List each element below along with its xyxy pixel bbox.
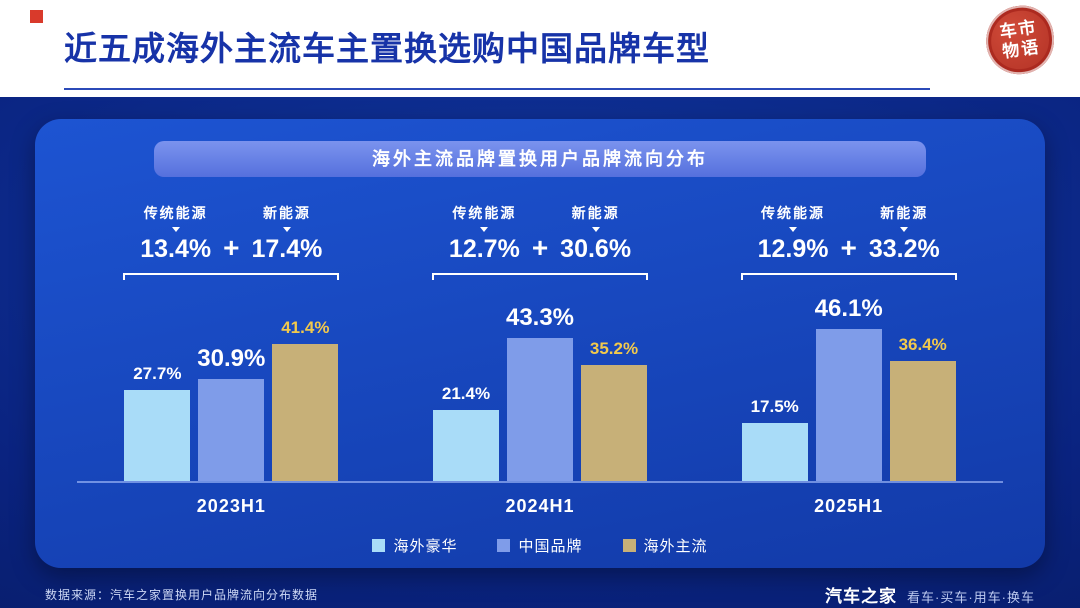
annotation-col: 传统能源 12.9% (758, 203, 829, 264)
brand-seal-icon: 车市 物语 (981, 1, 1059, 79)
legend-item: 海外豪华 (372, 535, 457, 556)
bar-value-label: 43.3% (505, 304, 575, 332)
annotation-label: 新能源 (880, 205, 929, 221)
bar-海外主流: 36.4% (889, 335, 956, 481)
bracket-line (123, 273, 340, 280)
triangle-down-icon (591, 227, 600, 232)
bracket-line (432, 273, 648, 280)
footer: 数据来源：汽车之家置换用户品牌流向分布数据 汽车之家 看车·买车·用车·换车 (45, 582, 1035, 607)
category-label: 2023H1 (196, 496, 266, 516)
annotation-col: 传统能源 13.4% (140, 203, 211, 264)
bar-group-2023H1: 传统能源 13.4% + 新能源 17.4% 27.7% 30.9% 41.4% 2023H1 (77, 203, 386, 516)
annotation-label: 传统能源 (143, 205, 208, 221)
legend-item: 海外主流 (622, 535, 708, 556)
chart-panel: 海外主流品牌置换用户品牌流向分布 传统能源 13.4% + 新能源 17.4% 27.7%… (35, 119, 1045, 568)
title-underline (64, 88, 930, 90)
annotation: 传统能源 13.4% + 新能源 17.4% (123, 203, 340, 280)
bars-row: 27.7% 30.9% 41.4% (124, 318, 339, 481)
triangle-down-icon (480, 227, 489, 232)
plus-sign: + (223, 232, 240, 263)
annotation-label: 传统能源 (452, 205, 517, 221)
plus-sign: + (531, 232, 549, 263)
chart-banner: 海外主流品牌置换用户品牌流向分布 (154, 141, 926, 177)
bar-海外豪华: 21.4% (433, 384, 499, 481)
main-background: 海外主流品牌置换用户品牌流向分布 传统能源 13.4% + 新能源 17.4% 27.7%… (0, 97, 1080, 608)
page-title: 近五成海外主流车主置换选购中国品牌车型 (64, 30, 710, 67)
bar-海外主流: 35.2% (581, 339, 647, 481)
triangle-down-icon (282, 227, 291, 232)
bars-row: 21.4% 43.3% 35.2% (433, 304, 647, 481)
bar-value-label: 17.5% (750, 397, 799, 417)
category-label: 2024H1 (505, 496, 575, 516)
legend-label: 海外主流 (643, 538, 708, 555)
bar-value-label: 27.7% (133, 363, 182, 383)
bar-group-2025H1: 传统能源 12.9% + 新能源 33.2% 17.5% 46.1% 36.4% 2025H1 (694, 203, 1003, 516)
bars-row: 17.5% 46.1% 36.4% (741, 295, 956, 481)
bar-value-label: 46.1% (814, 294, 883, 322)
bar-chart: 传统能源 13.4% + 新能源 17.4% 27.7% 30.9% 41.4% 2023H1 传… (77, 203, 1003, 516)
annotation-grid: 传统能源 12.9% + 新能源 33.2% (741, 203, 957, 264)
corner-accent-icon (30, 10, 43, 23)
plus-sign: + (840, 232, 857, 263)
brand-footer: 汽车之家 看车·买车·用车·换车 (825, 582, 1035, 607)
annotation-value: 17.4% (251, 235, 323, 263)
brand-name: 汽车之家 (825, 587, 897, 606)
triangle-down-icon (171, 227, 180, 232)
annotation: 传统能源 12.9% + 新能源 33.2% (740, 203, 957, 280)
legend-swatch (372, 539, 386, 552)
bar-value-label: 21.4% (441, 384, 491, 404)
annotation-value: 33.2% (868, 235, 940, 263)
brand-tagline: 看车·买车·用车·换车 (907, 590, 1035, 605)
annotation-value: 13.4% (140, 235, 212, 263)
legend-label: 中国品牌 (518, 538, 583, 555)
annotation-value: 30.6% (560, 235, 632, 263)
annotation-col: 新能源 17.4% (252, 203, 323, 264)
bar-group-2024H1: 传统能源 12.7% + 新能源 30.6% 21.4% 43.3% 35.2% 2024H1 (386, 203, 695, 516)
annotation-col: 新能源 33.2% (869, 203, 940, 264)
bar-value-label: 30.9% (197, 345, 266, 373)
annotation-col: 传统能源 12.7% (449, 203, 520, 264)
annotation-grid: 传统能源 13.4% + 新能源 17.4% (123, 203, 339, 264)
annotation-label: 传统能源 (761, 205, 826, 221)
annotation-label: 新能源 (262, 205, 311, 221)
legend-swatch (497, 539, 511, 552)
legend-label: 海外豪华 (393, 538, 458, 555)
category-label: 2025H1 (814, 496, 884, 516)
bar-中国品牌: 30.9% (197, 345, 265, 481)
seal-text-bottom: 物语 (1001, 37, 1042, 62)
bar-海外主流: 41.4% (272, 318, 339, 481)
annotation-value: 12.9% (757, 235, 829, 263)
bar-海外豪华: 27.7% (124, 364, 191, 481)
triangle-down-icon (900, 227, 909, 232)
annotation-label: 新能源 (571, 205, 620, 221)
bar-value-label: 41.4% (281, 318, 330, 338)
legend-item: 中国品牌 (497, 535, 582, 556)
legend-swatch (622, 539, 636, 552)
annotation-value: 12.7% (448, 235, 520, 263)
bar-中国品牌: 43.3% (506, 304, 574, 481)
bar-value-label: 36.4% (898, 334, 947, 354)
bar-中国品牌: 46.1% (815, 295, 883, 481)
annotation: 传统能源 12.7% + 新能源 30.6% (432, 203, 648, 280)
bar-value-label: 35.2% (589, 338, 639, 358)
bar-海外豪华: 17.5% (741, 397, 808, 481)
chart-legend: 海外豪华 中国品牌 海外主流 (35, 535, 1045, 556)
triangle-down-icon (789, 227, 798, 232)
annotation-col: 新能源 30.6% (560, 203, 631, 264)
annotation-grid: 传统能源 12.7% + 新能源 30.6% (432, 203, 648, 264)
data-source: 数据来源：汽车之家置换用户品牌流向分布数据 (45, 588, 319, 602)
header: 近五成海外主流车主置换选购中国品牌车型 车市 物语 (0, 0, 1080, 97)
bracket-line (740, 273, 957, 280)
